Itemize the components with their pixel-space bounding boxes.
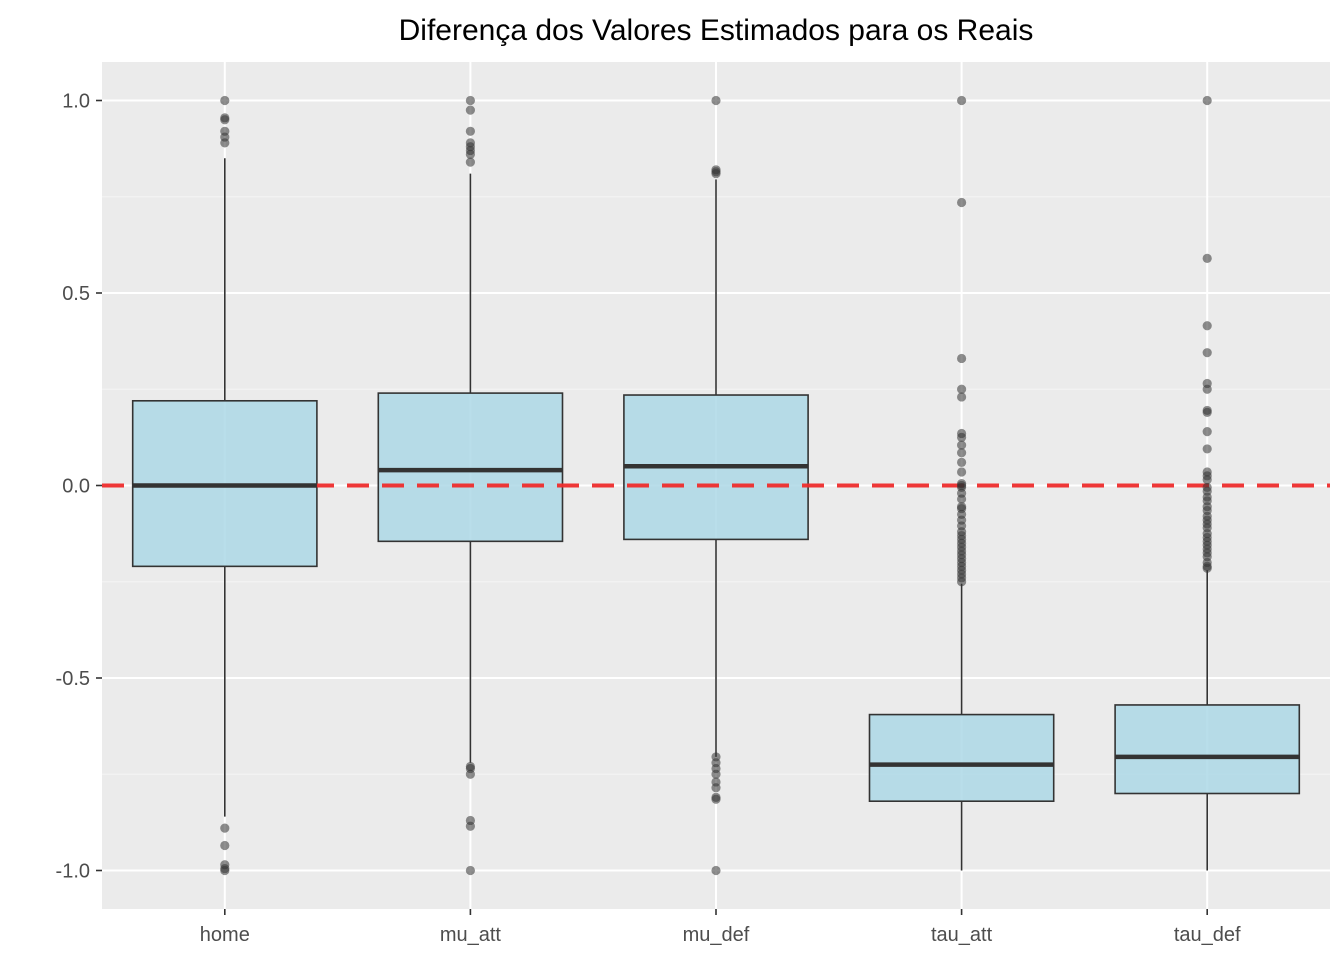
outlier-point: [1202, 253, 1212, 263]
outlier-point: [1202, 407, 1212, 417]
outlier-point: [465, 95, 475, 106]
outlier-point: [711, 95, 721, 106]
outlier-point: [465, 105, 475, 115]
outlier-point: [220, 865, 230, 876]
outlier-point: [711, 865, 721, 876]
outlier-point: [957, 448, 967, 458]
whiskers: [224, 158, 1208, 871]
outlier-point: [1202, 384, 1212, 394]
x-tick-label: tau_def: [1174, 924, 1241, 946]
x-tick-label: home: [200, 924, 250, 946]
outlier-point: [1202, 444, 1212, 454]
outlier-point: [711, 783, 721, 793]
outlier-point: [220, 823, 230, 833]
outlier-point: [220, 95, 230, 106]
outlier-point: [1202, 427, 1212, 437]
y-tick-label: 1.0: [62, 91, 90, 113]
outlier-point: [220, 115, 230, 125]
x-tick-label: tau_att: [931, 924, 993, 946]
outlier-point: [220, 138, 230, 148]
outlier-point: [957, 577, 967, 587]
outlier-point: [220, 840, 230, 851]
outlier-point: [1202, 95, 1212, 106]
outlier-point: [1202, 321, 1212, 331]
y-tick-label: 0.5: [62, 283, 90, 305]
y-tick-label: -1.0: [56, 861, 90, 883]
y-tick-label: 0.0: [62, 476, 90, 498]
outlier-point: [957, 432, 967, 442]
outliers: [220, 95, 1212, 876]
outlier-point: [957, 440, 967, 450]
outlier-point: [957, 457, 967, 467]
box-tau_def: [1114, 704, 1301, 795]
outlier-point: [957, 392, 967, 402]
outlier-point: [465, 821, 475, 831]
outlier-point: [711, 769, 721, 779]
y-axis: 1.0 0.5 0.0 -0.5 -1.0: [56, 91, 102, 883]
outlier-point: [957, 353, 967, 364]
outlier-point: [465, 126, 475, 136]
outlier-point: [465, 157, 475, 167]
medians: [132, 464, 1300, 767]
outlier-point: [465, 769, 475, 779]
box-tau_att: [868, 713, 1055, 803]
outlier-point: [711, 169, 721, 179]
outlier-point: [1202, 348, 1212, 358]
outlier-point: [957, 197, 967, 208]
outlier-point: [957, 384, 967, 394]
x-tick-label: mu_att: [440, 924, 502, 946]
chart-title: Diferença dos Valores Estimados para os …: [399, 14, 1034, 47]
outlier-point: [957, 95, 967, 106]
outlier-point: [711, 794, 721, 804]
y-tick-label: -0.5: [56, 668, 90, 690]
outlier-point: [465, 865, 475, 876]
box-mu_att: [377, 392, 564, 543]
x-axis: home mu_att mu_def tau_att tau_def: [200, 909, 1241, 946]
outlier-point: [1202, 563, 1212, 573]
x-tick-label: mu_def: [683, 924, 750, 946]
outlier-point: [957, 467, 967, 477]
outlier-point: [1202, 475, 1212, 485]
outlier-point: [465, 149, 475, 159]
outlier-point: [957, 494, 967, 504]
